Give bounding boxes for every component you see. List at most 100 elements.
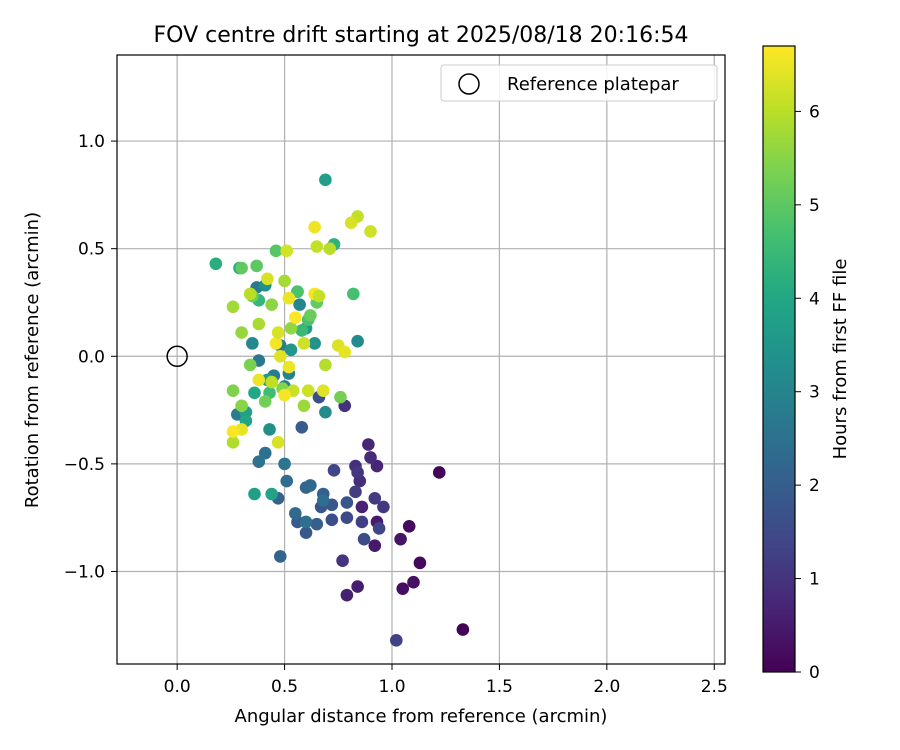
scatter-point-49 xyxy=(278,457,291,471)
scatter-point-120 xyxy=(364,225,377,238)
scatter-point-42 xyxy=(304,479,317,492)
reference-platepar-marker xyxy=(166,345,188,368)
scatter-point-61 xyxy=(319,405,332,419)
scatter-point-127 xyxy=(271,326,285,339)
scatter-point-108 xyxy=(301,384,315,398)
scatter-point-12 xyxy=(370,459,384,473)
colorbar-tick-label-5: 5 xyxy=(809,196,820,216)
legend-box xyxy=(440,64,718,102)
scatter-point-24 xyxy=(389,634,403,647)
chart-title: FOV centre drift starting at 2025/08/18 … xyxy=(154,23,689,48)
scatter-point-89 xyxy=(258,395,272,408)
scatter-point-114 xyxy=(282,291,296,305)
x-tick-label-1: 0.5 xyxy=(271,677,298,697)
colorbar-ticks: 0 1 2 3 4 5 6 xyxy=(795,102,820,683)
y-tick-label-2: 0.0 xyxy=(78,347,105,367)
y-axis-label: Rotation from reference (arcmin) xyxy=(22,212,43,508)
y-tick-label-0: −1.0 xyxy=(64,562,105,582)
colorbar: 0 1 2 3 4 5 6 Hours from first FF file xyxy=(762,45,851,683)
scatter-point-119 xyxy=(289,311,302,324)
scatter-point-37 xyxy=(310,517,324,531)
scatter-point-25 xyxy=(372,522,386,535)
colorbar-tick-label-0: 0 xyxy=(809,663,820,683)
scatter-point-90 xyxy=(334,390,347,404)
scatter-point-78 xyxy=(295,324,309,337)
scatter-point-102 xyxy=(226,436,240,449)
plot-frame xyxy=(116,54,726,665)
scatter-point-13 xyxy=(362,438,375,451)
scatter-point-40 xyxy=(273,550,287,563)
legend: Reference platepar xyxy=(440,64,718,102)
scatter-point-110 xyxy=(344,216,358,230)
scatter-point-10 xyxy=(340,588,354,602)
colorbar-gradient xyxy=(762,45,796,673)
scatter-point-32 xyxy=(340,496,354,509)
scatter-point-126 xyxy=(338,345,352,359)
x-tick-label-5: 2.5 xyxy=(701,677,728,697)
scatter-point-75 xyxy=(209,257,223,271)
scatter-point-96 xyxy=(284,321,298,335)
scatter-point-122 xyxy=(323,242,336,255)
x-axis-label: Angular distance from reference (arcmin) xyxy=(235,706,608,727)
scatter-point-121 xyxy=(310,240,324,253)
scatter-point-18 xyxy=(336,554,349,568)
scatter-point-36 xyxy=(295,420,309,434)
scatter-point-85 xyxy=(235,261,248,275)
scatter-point-101 xyxy=(252,317,266,331)
scatter-point-48 xyxy=(252,455,266,469)
colorbar-tick-label-2: 2 xyxy=(809,476,820,496)
scatter-point-4 xyxy=(396,582,410,595)
scatter-point-2 xyxy=(413,556,427,570)
scatter-point-83 xyxy=(269,244,283,258)
scatter-point-62 xyxy=(263,423,276,436)
scatter-point-125 xyxy=(282,360,296,374)
scatter-point-95 xyxy=(265,298,278,311)
scatter-point-130 xyxy=(261,272,274,286)
scatter-point-118 xyxy=(226,425,240,438)
scatter-point-87 xyxy=(304,309,317,322)
scatter-point-58 xyxy=(293,298,306,311)
scatter-points xyxy=(209,173,470,647)
scatter-point-115 xyxy=(308,220,321,234)
scatter-point-43 xyxy=(289,507,302,520)
colorbar-tick-label-4: 4 xyxy=(809,289,820,309)
scatter-point-112 xyxy=(316,384,330,398)
scatter-point-73 xyxy=(248,386,261,400)
scatter-point-47 xyxy=(258,446,272,460)
x-tick-label-3: 1.5 xyxy=(486,677,513,697)
scatter-point-20 xyxy=(377,500,390,514)
scatter-point-80 xyxy=(347,287,360,301)
scatter-point-117 xyxy=(278,388,291,402)
legend-label: Reference platepar xyxy=(507,74,679,95)
scatter-point-92 xyxy=(226,384,240,398)
scatter-point-123 xyxy=(271,436,285,449)
scatter-point-94 xyxy=(235,399,248,413)
scatter-point-100 xyxy=(278,274,291,288)
scatter-point-64 xyxy=(308,337,321,350)
scatter-point-132 xyxy=(312,289,326,303)
scatter-point-59 xyxy=(246,337,259,350)
colorbar-tick-label-1: 1 xyxy=(809,570,820,590)
scatter-point-98 xyxy=(297,399,311,413)
scatter-point-71 xyxy=(265,487,278,501)
legend-open-circle-icon xyxy=(458,73,480,95)
scatter-point-104 xyxy=(243,287,257,301)
scatter-point-19 xyxy=(351,466,364,479)
scatter-point-11 xyxy=(355,500,369,514)
scatter-point-0 xyxy=(456,623,470,636)
scatter-point-65 xyxy=(284,343,298,357)
scatter-point-1 xyxy=(432,466,446,479)
scatter-point-44 xyxy=(280,474,294,488)
scatter-point-129 xyxy=(252,373,266,387)
scatter-point-5 xyxy=(407,575,420,589)
scatter-point-14 xyxy=(364,451,377,464)
scatter-point-99 xyxy=(226,300,240,314)
scatter-point-124 xyxy=(273,349,287,363)
scatter-point-34 xyxy=(299,526,313,540)
scatter-point-84 xyxy=(250,259,263,273)
scatter-point-45 xyxy=(316,494,330,507)
y-tick-label-1: −0.5 xyxy=(64,455,105,475)
scatter-point-82 xyxy=(291,285,304,299)
scatter-point-97 xyxy=(235,326,248,339)
